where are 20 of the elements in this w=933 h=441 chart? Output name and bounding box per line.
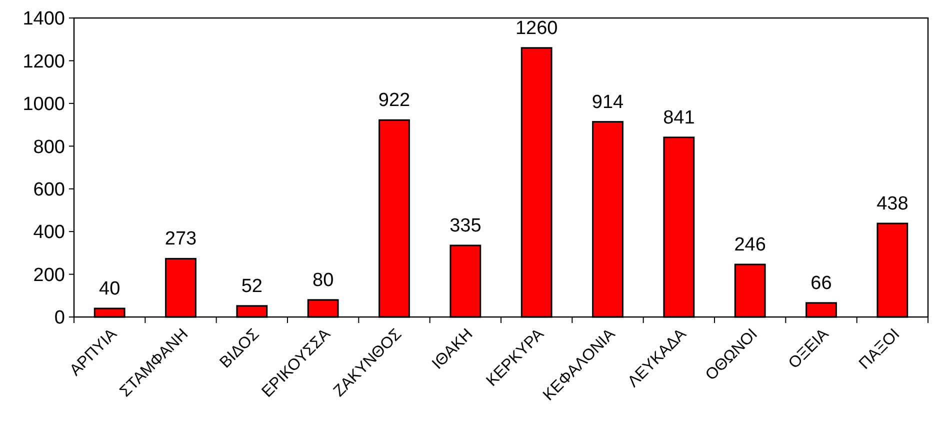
y-tick-label: 200 bbox=[33, 264, 65, 286]
data-label: 914 bbox=[592, 92, 624, 113]
y-tick-label: 1000 bbox=[22, 94, 65, 116]
y-tick-label: 1200 bbox=[22, 51, 65, 72]
y-tick-label: 0 bbox=[54, 308, 65, 329]
data-label: 1260 bbox=[515, 18, 558, 39]
y-tick-label: 400 bbox=[33, 222, 65, 244]
data-label: 335 bbox=[450, 215, 482, 236]
data-label: 40 bbox=[99, 278, 120, 300]
y-tick-label: 800 bbox=[33, 136, 65, 158]
data-label: 922 bbox=[378, 90, 410, 112]
data-label: 273 bbox=[164, 228, 197, 250]
data-label: 66 bbox=[810, 272, 832, 294]
data-label: 438 bbox=[876, 193, 908, 214]
data-label: 52 bbox=[241, 276, 262, 297]
y-tick-label: 600 bbox=[33, 180, 65, 201]
data-label: 246 bbox=[734, 234, 766, 256]
data-label: 841 bbox=[663, 107, 695, 128]
y-tick-label: 1400 bbox=[22, 8, 65, 30]
data-label: 80 bbox=[312, 270, 334, 291]
